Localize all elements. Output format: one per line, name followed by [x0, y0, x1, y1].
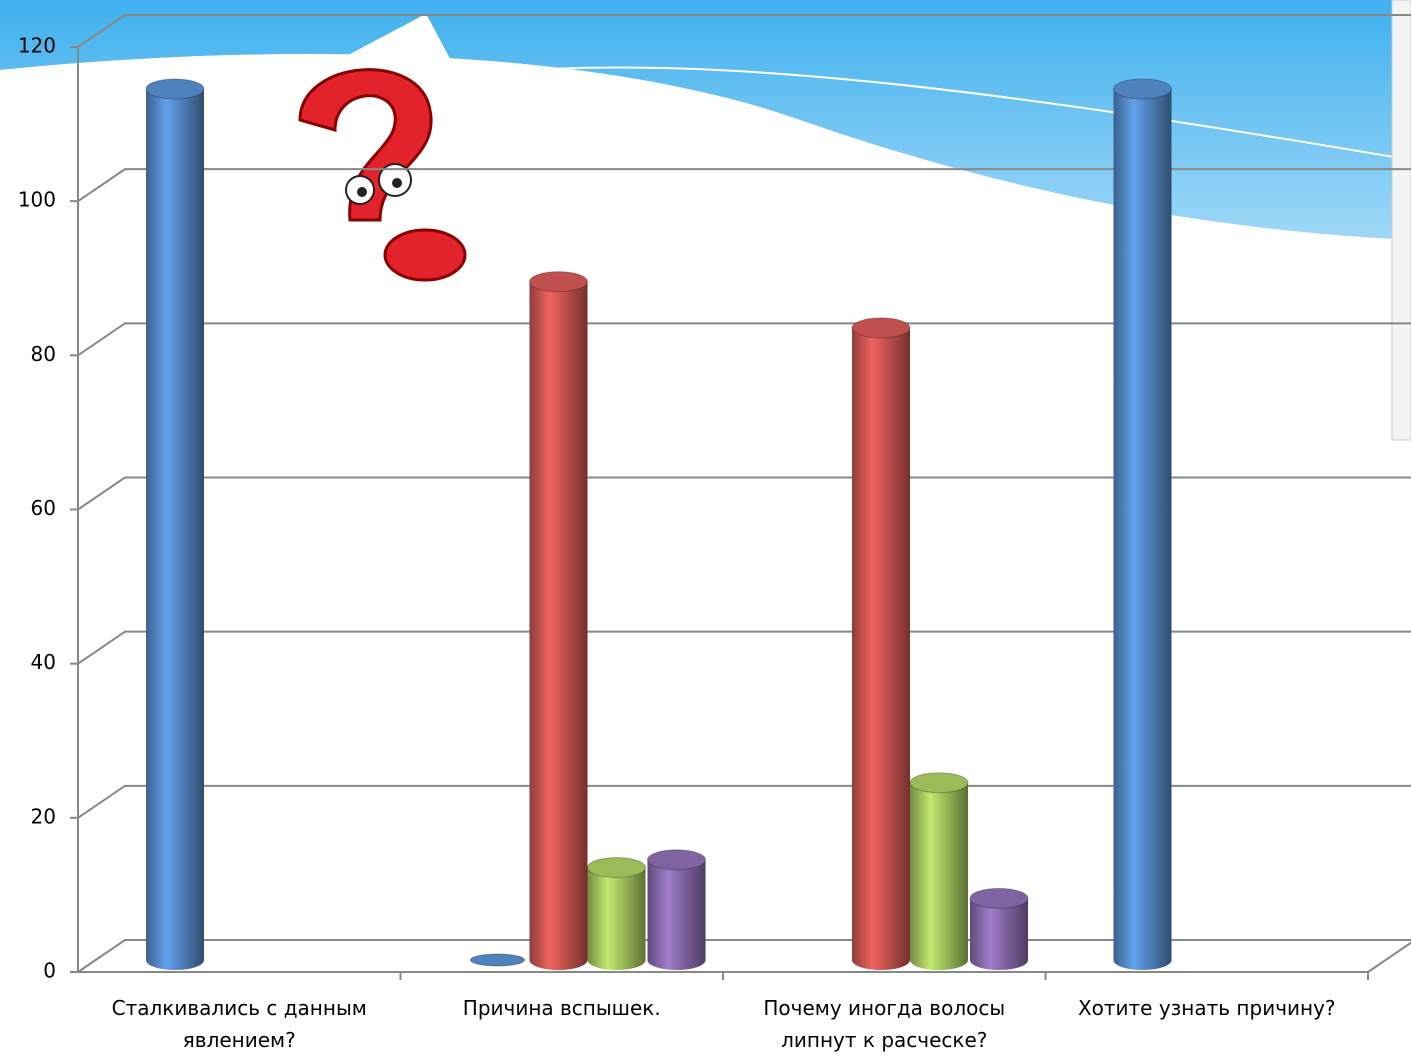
y-tick-label: 0	[43, 959, 56, 983]
grid-line	[77, 476, 1411, 511]
y-tick-label: 80	[31, 342, 56, 366]
side-picture	[1391, 0, 1411, 441]
bar	[470, 953, 525, 967]
bar	[647, 849, 706, 970]
bar-cap	[529, 271, 588, 293]
x-tick-label: Почему иногда волосы липнут к расческе?	[763, 996, 1006, 1052]
x-axis-depth	[1367, 941, 1411, 973]
grid-line	[77, 322, 1411, 357]
bar-body	[970, 898, 1028, 970]
y-tick-label: 120	[18, 34, 56, 58]
grid-line	[77, 939, 1411, 973]
bar-body	[647, 859, 706, 970]
question-picture	[196, 13, 544, 357]
bar	[145, 78, 205, 971]
y-tick-label: 40	[31, 650, 56, 674]
bar	[969, 887, 1029, 970]
bar-cap	[909, 772, 969, 794]
bar	[529, 271, 588, 971]
background-line	[469, 66, 1411, 161]
x-tick-label: Хотите узнать причину?	[1077, 996, 1336, 1020]
y-tick-label: 100	[18, 188, 56, 212]
bar-body	[1113, 88, 1172, 971]
bar	[909, 772, 969, 970]
x-tick-label: Причина вспышек.	[462, 996, 661, 1020]
bar-body	[529, 281, 588, 971]
y-tick-label: 20	[31, 804, 56, 828]
grid-line	[77, 784, 1411, 819]
bar-cap	[587, 857, 646, 878]
bar	[1113, 78, 1172, 971]
bar-cap	[145, 78, 205, 100]
bar-body	[587, 867, 646, 970]
bar	[851, 317, 911, 971]
background-wave	[0, 0, 1411, 240]
bar-body	[852, 327, 910, 971]
bar-cap	[647, 849, 706, 871]
bar-body	[910, 782, 968, 970]
y-tick-label: 60	[31, 496, 56, 520]
grid-line	[77, 630, 1411, 665]
background-wave	[0, 54, 1411, 261]
bar	[587, 857, 646, 970]
bar-cap	[470, 953, 525, 967]
bar-body	[146, 88, 204, 971]
grid-line	[77, 168, 1411, 202]
bar-cap	[969, 887, 1029, 909]
grid-line	[77, 14, 1411, 48]
bar-cap	[851, 317, 911, 339]
bar-cap	[1113, 78, 1172, 100]
x-tick-label: Сталкивались с данным явлением?	[111, 996, 367, 1052]
